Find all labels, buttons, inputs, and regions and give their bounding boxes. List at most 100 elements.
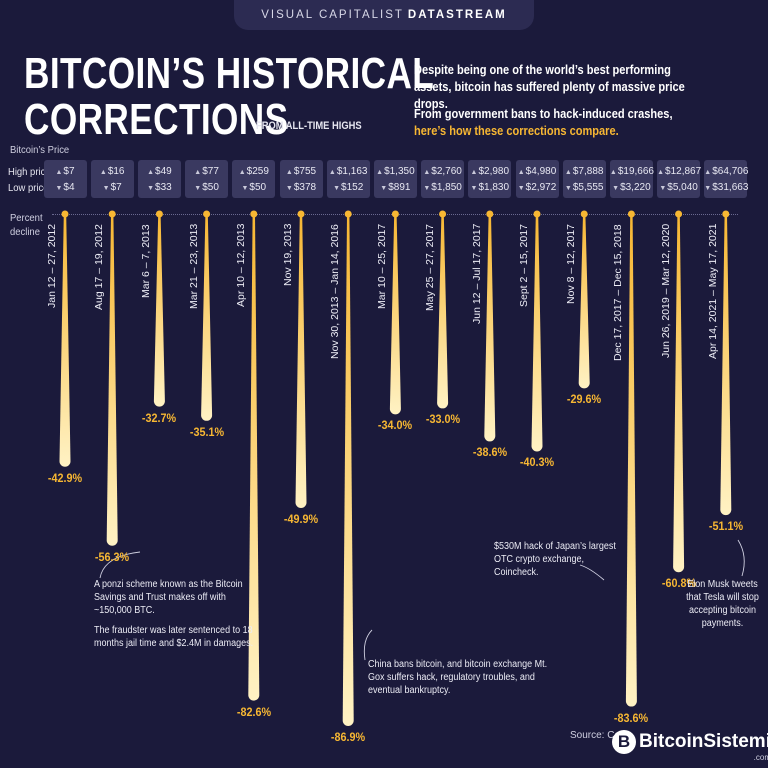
price-box: ▲$1,350 ▼$891 — [373, 160, 417, 198]
low-price-value: ▼$378 — [285, 181, 317, 193]
high-price-value: ▲$2,760 — [423, 166, 462, 177]
correction-bar — [295, 214, 307, 509]
annotation-ponzi-1: A ponzi scheme known as the Bitcoin Savi… — [94, 579, 243, 616]
correction-bar — [59, 214, 71, 467]
period-label: Jan 12 – 27, 2012 — [46, 223, 58, 308]
page-title-line2: CORRECTIONS — [24, 95, 289, 144]
correction-bar — [153, 214, 165, 407]
correction-bar — [106, 214, 118, 546]
period-label: Nov 30, 2013 – Jan 14, 2016 — [329, 224, 342, 359]
correction-start-dot — [108, 210, 116, 218]
correction-start-dot — [61, 210, 69, 218]
decline-word: decline — [10, 225, 40, 238]
decline-value-label: -60.8% — [661, 576, 696, 591]
decline-value-label: -83.6% — [614, 710, 649, 725]
annotation-tesla: Elon Musk tweets that Tesla will stop ac… — [686, 579, 759, 629]
correction-start-dot — [203, 210, 211, 218]
correction-bar — [625, 214, 637, 707]
price-box: ▲$259 ▼$50 — [232, 160, 276, 198]
intro-highlight: here’s how these corrections compare. — [414, 122, 619, 138]
low-price-value: ▼$7 — [102, 181, 122, 193]
source-note: Source: Co — [570, 730, 621, 741]
high-price-label: High price — [8, 166, 51, 178]
period-label: Apr 10 – 12, 2013 — [234, 223, 247, 307]
low-price-value: ▼$1,850 — [423, 181, 462, 193]
price-box: ▲$77 ▼$50 — [185, 160, 229, 198]
low-price-value: ▼$152 — [333, 181, 364, 193]
correction-start-dot — [344, 210, 352, 218]
annotation-ponzi-2: The fraudster was later sentenced to 18 … — [94, 625, 254, 649]
low-price-label: Low price — [8, 182, 49, 194]
period-label: Dec 17, 2017 – Dec 15, 2018 — [612, 224, 625, 361]
price-box: ▲$7,888 ▼$5,555 — [562, 160, 606, 198]
price-box: ▲$19,666 ▼$3,220 — [609, 160, 654, 198]
decline-value-label: -51.1% — [708, 519, 743, 534]
correction-bar — [201, 214, 213, 421]
low-price-value: ▼$31,663 — [704, 181, 749, 193]
decline-value-label: -40.3% — [519, 455, 555, 470]
period-label: Mar 10 – 25, 2017 — [376, 223, 389, 309]
low-price-value: ▼$1,830 — [470, 181, 510, 193]
low-price-value: ▼$891 — [380, 181, 411, 193]
intro-paragraph-1: Despite being one of the world’s best pe… — [414, 62, 685, 111]
decline-value-label: -56.3% — [95, 549, 130, 564]
high-price-value: ▲$7 — [55, 166, 75, 177]
correction-bar — [342, 214, 354, 726]
brand-tab: VISUAL CAPITALIST DATASTREAM — [234, 0, 534, 30]
period-label: Apr 14, 2021 – May 17, 2021 — [706, 223, 719, 359]
period-label: Jun 26, 2019 – Mar 12, 2020 — [659, 223, 672, 358]
annotation-pointer — [579, 564, 605, 581]
period-label: May 25 – 27, 2017 — [423, 224, 436, 311]
price-box: ▲$4,980 ▼$2,972 — [515, 160, 559, 198]
decline-value-label: -34.0% — [378, 418, 413, 433]
low-price-value: ▼$50 — [241, 181, 267, 193]
high-price-value: ▲$12,867 — [657, 166, 702, 177]
high-price-value: ▲$49 — [147, 166, 172, 177]
intro-text: From government bans to hack-induced cra… — [414, 106, 673, 121]
decline-value-label: -49.9% — [283, 512, 319, 526]
decline-value-label: -42.9% — [47, 470, 83, 485]
low-price-value: ▼$5,555 — [564, 181, 604, 193]
percent-word: Percent — [10, 212, 43, 224]
watermark-text: BitcoinSistemi — [639, 731, 768, 752]
price-box: ▲$2,980 ▼$1,830 — [468, 160, 512, 198]
correction-start-dot — [486, 210, 494, 218]
price-box: ▲$12,867 ▼$5,040 — [657, 160, 702, 198]
decline-value-label: -82.6% — [236, 704, 271, 719]
high-price-value: ▲$1,163 — [328, 166, 368, 177]
annotation-pointer — [99, 551, 141, 579]
correction-start-dot — [155, 210, 163, 218]
correction-start-dot — [580, 210, 588, 218]
correction-start-dot — [722, 210, 730, 218]
bitcoin-price-label: Bitcoin’s Price — [10, 144, 70, 156]
period-label: Aug 17 – 19, 2012 — [93, 224, 106, 310]
decline-value-label: -86.9% — [331, 730, 366, 744]
brand-prefix: VISUAL CAPITALIST — [261, 9, 404, 21]
correction-bar — [673, 214, 685, 573]
high-price-value: ▲$755 — [285, 166, 317, 177]
correction-start-dot — [627, 210, 635, 218]
price-box: ▲$7 ▼$4 — [43, 160, 87, 198]
low-price-value: ▼$50 — [194, 181, 219, 193]
high-price-value: ▲$2,980 — [470, 166, 510, 177]
low-price-value: ▼$2,972 — [517, 181, 557, 193]
correction-start-dot — [297, 210, 305, 218]
annotation-mtgox: China bans bitcoin, and bitcoin exchange… — [368, 659, 548, 696]
bitcoin-coin-icon: B — [612, 730, 636, 754]
price-box: ▲$64,706 ▼$31,663 — [704, 160, 749, 198]
annotation-coincheck: $530M hack of Japan’s largest OTC crypto… — [494, 541, 616, 578]
price-box: ▲$1,163 ▼$152 — [326, 160, 370, 198]
watermark-logo: B BitcoinSistemi .com — [612, 722, 768, 762]
price-box: ▲$49 ▼$33 — [137, 160, 181, 198]
annotation-ponzi: A ponzi scheme known as the Bitcoin Savi… — [94, 578, 265, 650]
price-box: ▲$755 ▼$378 — [279, 160, 323, 198]
decline-value-label: -38.6% — [472, 445, 507, 460]
annotation-pointer — [737, 539, 745, 577]
correction-bar — [248, 214, 260, 701]
correction-start-dot — [250, 210, 258, 218]
correction-bar — [437, 214, 449, 409]
correction-start-dot — [533, 210, 541, 218]
correction-start-dot — [439, 210, 447, 218]
